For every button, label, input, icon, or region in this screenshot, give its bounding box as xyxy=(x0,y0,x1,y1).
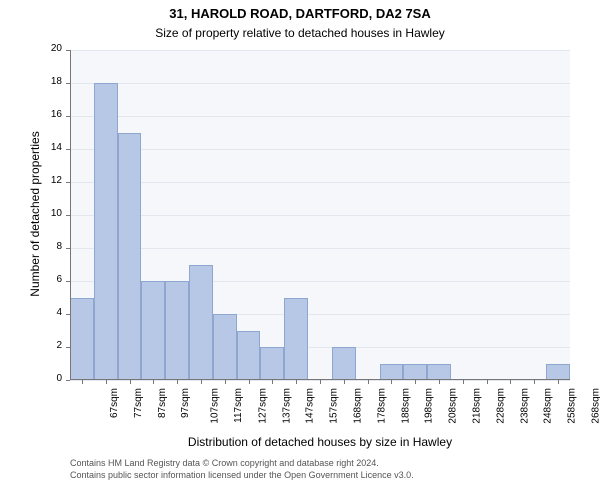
y-tick-mark xyxy=(66,149,70,150)
x-tick-label: 188sqm xyxy=(400,388,411,424)
y-tick-mark xyxy=(66,281,70,282)
bar xyxy=(332,347,356,380)
bar xyxy=(546,364,570,381)
x-tick-label: 137sqm xyxy=(281,388,292,424)
x-tick-label: 178sqm xyxy=(376,388,387,424)
x-tick-label: 117sqm xyxy=(233,388,244,423)
x-tick-label: 107sqm xyxy=(210,388,221,424)
x-tick-mark xyxy=(201,380,202,384)
bar xyxy=(427,364,451,381)
x-tick-mark xyxy=(391,380,392,384)
x-tick-label: 147sqm xyxy=(305,388,316,424)
y-axis-line xyxy=(70,50,71,380)
x-tick-label: 67sqm xyxy=(109,388,120,418)
x-tick-label: 157sqm xyxy=(329,388,340,424)
bar xyxy=(260,347,284,380)
x-tick-mark xyxy=(558,380,559,384)
x-tick-mark xyxy=(487,380,488,384)
x-tick-mark xyxy=(534,380,535,384)
x-tick-label: 208sqm xyxy=(448,388,459,424)
x-tick-mark xyxy=(272,380,273,384)
x-tick-label: 238sqm xyxy=(519,388,530,424)
y-tick-mark xyxy=(66,83,70,84)
x-tick-label: 248sqm xyxy=(543,388,554,424)
bar xyxy=(284,298,308,381)
x-tick-mark xyxy=(82,380,83,384)
bar xyxy=(403,364,427,381)
x-tick-mark xyxy=(344,380,345,384)
x-tick-mark xyxy=(510,380,511,384)
y-tick-mark xyxy=(66,182,70,183)
bar xyxy=(380,364,404,381)
x-tick-mark xyxy=(249,380,250,384)
x-tick-mark xyxy=(439,380,440,384)
x-tick-mark xyxy=(106,380,107,384)
x-tick-mark xyxy=(177,380,178,384)
x-tick-mark xyxy=(320,380,321,384)
y-tick-mark xyxy=(66,347,70,348)
x-tick-mark xyxy=(130,380,131,384)
x-tick-label: 87sqm xyxy=(157,388,168,418)
y-tick-mark xyxy=(66,116,70,117)
bar xyxy=(141,281,165,380)
chart-title: 31, HAROLD ROAD, DARTFORD, DA2 7SA xyxy=(0,6,600,21)
x-tick-label: 258sqm xyxy=(567,388,578,424)
y-tick-mark xyxy=(66,215,70,216)
plot-area xyxy=(70,50,570,380)
bar xyxy=(118,133,142,381)
bar xyxy=(237,331,261,381)
bar xyxy=(94,83,118,380)
x-tick-label: 218sqm xyxy=(472,388,483,424)
y-tick-mark xyxy=(66,50,70,51)
bar xyxy=(213,314,237,380)
x-tick-label: 127sqm xyxy=(257,388,268,424)
x-tick-label: 268sqm xyxy=(591,388,600,424)
y-tick-mark xyxy=(66,380,70,381)
y-tick-mark xyxy=(66,314,70,315)
x-tick-mark xyxy=(415,380,416,384)
y-tick-mark xyxy=(66,248,70,249)
x-tick-label: 168sqm xyxy=(353,388,364,424)
bars-layer xyxy=(70,50,570,380)
bar xyxy=(165,281,189,380)
footer-line2: Contains public sector information licen… xyxy=(70,470,414,482)
x-tick-mark xyxy=(296,380,297,384)
x-tick-label: 198sqm xyxy=(424,388,435,424)
y-axis-label: Number of detached properties xyxy=(28,49,42,379)
footer-attribution: Contains HM Land Registry data © Crown c… xyxy=(70,458,414,481)
x-tick-label: 77sqm xyxy=(133,388,144,418)
bar xyxy=(70,298,94,381)
x-tick-mark xyxy=(368,380,369,384)
x-tick-mark xyxy=(153,380,154,384)
x-tick-mark xyxy=(225,380,226,384)
x-tick-label: 228sqm xyxy=(495,388,506,424)
footer-line1: Contains HM Land Registry data © Crown c… xyxy=(70,458,414,470)
x-axis-label: Distribution of detached houses by size … xyxy=(70,435,570,449)
bar xyxy=(189,265,213,381)
x-tick-label: 97sqm xyxy=(180,388,191,418)
x-tick-mark xyxy=(463,380,464,384)
chart-subtitle: Size of property relative to detached ho… xyxy=(0,26,600,40)
